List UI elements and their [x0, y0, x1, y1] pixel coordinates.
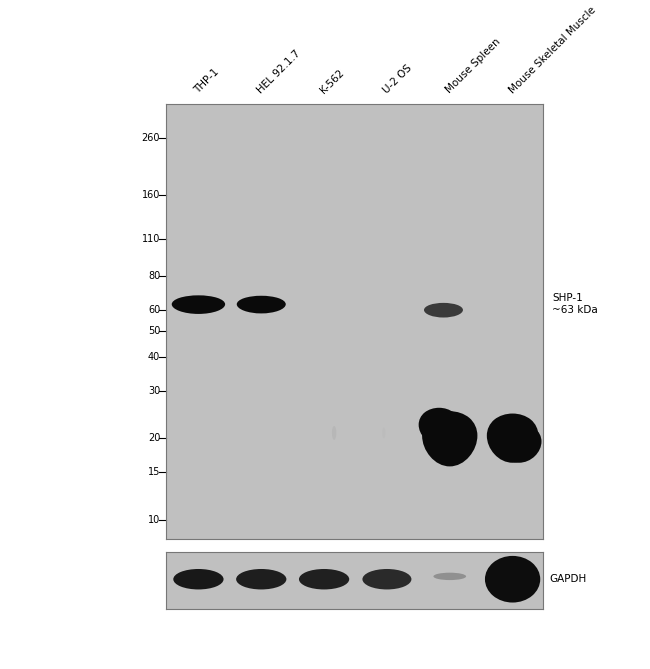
Ellipse shape [172, 295, 225, 314]
Ellipse shape [496, 423, 541, 463]
Ellipse shape [174, 569, 224, 589]
Text: 60: 60 [148, 305, 160, 315]
Text: 20: 20 [148, 434, 160, 444]
Ellipse shape [434, 573, 466, 580]
Ellipse shape [237, 296, 286, 314]
Text: 260: 260 [142, 133, 160, 143]
Text: GAPDH: GAPDH [549, 574, 586, 584]
Ellipse shape [485, 556, 540, 603]
Text: THP-1: THP-1 [193, 67, 222, 96]
Ellipse shape [332, 426, 336, 440]
Ellipse shape [382, 427, 385, 438]
Ellipse shape [424, 303, 463, 318]
Text: SHP-1
~63 kDa: SHP-1 ~63 kDa [552, 294, 598, 315]
Text: 40: 40 [148, 353, 160, 363]
Ellipse shape [363, 569, 411, 589]
Ellipse shape [419, 408, 460, 444]
Ellipse shape [299, 569, 349, 589]
Text: 80: 80 [148, 272, 160, 282]
Text: K-562: K-562 [318, 68, 346, 96]
Text: 30: 30 [148, 386, 160, 396]
Text: 50: 50 [148, 326, 160, 337]
Ellipse shape [487, 413, 538, 463]
Text: 10: 10 [148, 514, 160, 524]
Ellipse shape [236, 569, 287, 589]
Text: HEL 92.1.7: HEL 92.1.7 [255, 48, 303, 96]
Text: 110: 110 [142, 234, 160, 244]
Text: U-2 OS: U-2 OS [382, 63, 414, 96]
Text: 160: 160 [142, 190, 160, 200]
Text: 15: 15 [148, 467, 160, 477]
Text: Mouse Skeletal Muscle: Mouse Skeletal Muscle [507, 5, 597, 96]
Ellipse shape [422, 411, 477, 466]
Text: Mouse Spleen: Mouse Spleen [444, 37, 502, 96]
